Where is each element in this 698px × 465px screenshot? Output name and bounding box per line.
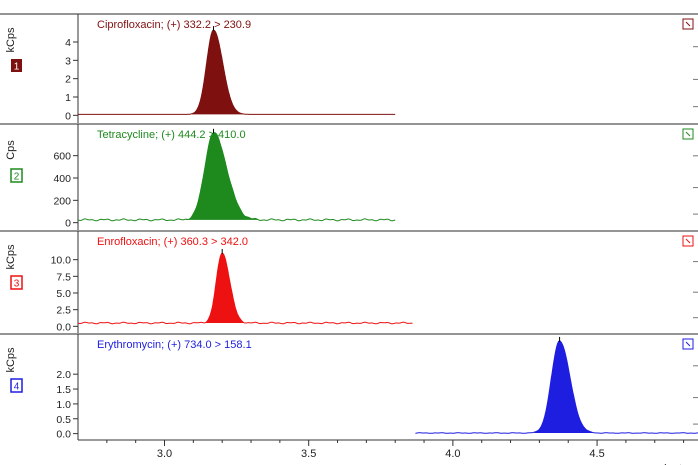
series-trace: [77, 252, 413, 325]
peak-area: [185, 132, 261, 221]
x-axis-unit-label: minutes: [655, 463, 694, 465]
y-tick-label: 7.5: [56, 271, 71, 283]
x-tick-label: 4.0: [445, 448, 460, 460]
y-tick-label: 5.0: [56, 288, 71, 300]
y-tick-label: 600: [53, 151, 71, 163]
peak-area: [191, 30, 247, 115]
panel-title: Erythromycin; (+) 734.0 > 158.1: [97, 339, 252, 351]
panel-3: kCps 3 0.0 2.5 5.0 7.5 10.0 Enrofloxacin; (+) 3…: [0, 230, 698, 333]
panel-title: Tetracycline; (+) 444.2 > 410.0: [97, 129, 246, 141]
x-axis: minutes 3.0 3.5 4.0 4.5: [78, 439, 698, 465]
y-tick-label: 1.5: [56, 384, 71, 396]
y-tick-label: 0.0: [56, 429, 71, 441]
panel-title: Ciprofloxacin; (+) 332.2 > 230.9: [97, 19, 251, 31]
series-trace: [415, 340, 698, 434]
y-tick-label: 0: [65, 218, 71, 230]
series-trace: [78, 29, 396, 115]
peak-area: [204, 253, 250, 323]
panel-index-badge: [11, 59, 22, 72]
y-tick-label: 0: [65, 110, 71, 122]
y-axis-label: kCps: [5, 27, 17, 53]
panel-options-glyph: [685, 341, 691, 347]
panel-options-glyph: [685, 131, 691, 137]
x-tick-label: 3.0: [157, 448, 172, 460]
panel-2: Cps 2 0 200 400 600 Tetracycline; (+) 444.2 > …: [0, 123, 698, 230]
panel-index-label: 4: [14, 382, 20, 393]
panel-options-glyph: [685, 21, 691, 27]
panel-index-badge: [10, 168, 23, 183]
y-axis-label: kCps: [5, 347, 17, 373]
panel-index-label: 1: [14, 62, 20, 73]
y-tick-label: 400: [53, 173, 71, 185]
y-tick-label: 2.5: [56, 305, 71, 317]
chromatogram-panels: kCps 1 0 1 2 3 4 Ciprofloxacin; (+) 332.2 > 230…: [0, 13, 698, 441]
y-axis-label: kCps: [5, 244, 17, 270]
panel-4: kCps 4 0.0 0.5 1.0 1.5 2.0 Erythromycin; (+) 73…: [0, 333, 698, 441]
y-axis-label: Cps: [5, 140, 17, 160]
peak-area: [534, 340, 597, 433]
y-tick-label: 1.0: [56, 399, 71, 411]
y-tick-label: 200: [53, 195, 71, 207]
y-tick-label: 2: [65, 74, 71, 86]
panel-options-glyph: [685, 238, 691, 244]
y-tick-label: 10.0: [51, 255, 72, 267]
y-tick-label: 0.0: [56, 321, 71, 333]
y-tick-label: 3: [65, 55, 71, 67]
panel-index-label: 3: [14, 279, 20, 290]
x-tick-label: 4.5: [589, 448, 604, 460]
y-tick-label: 1: [65, 92, 71, 104]
y-tick-label: 2.0: [56, 369, 71, 381]
panel-index-badge: [10, 275, 23, 290]
x-tick-label: 3.5: [301, 448, 316, 460]
series-trace: [77, 132, 396, 222]
panel-title: Enrofloxacin; (+) 360.3 > 342.0: [97, 236, 248, 248]
panel-index-label: 2: [14, 172, 20, 183]
panel-index-badge: [10, 378, 23, 393]
y-tick-label: 4: [65, 37, 71, 49]
panel-1: kCps 1 0 1 2 3 4 Ciprofloxacin; (+) 332.2 > 230…: [0, 13, 698, 123]
y-tick-label: 0.5: [56, 414, 71, 426]
